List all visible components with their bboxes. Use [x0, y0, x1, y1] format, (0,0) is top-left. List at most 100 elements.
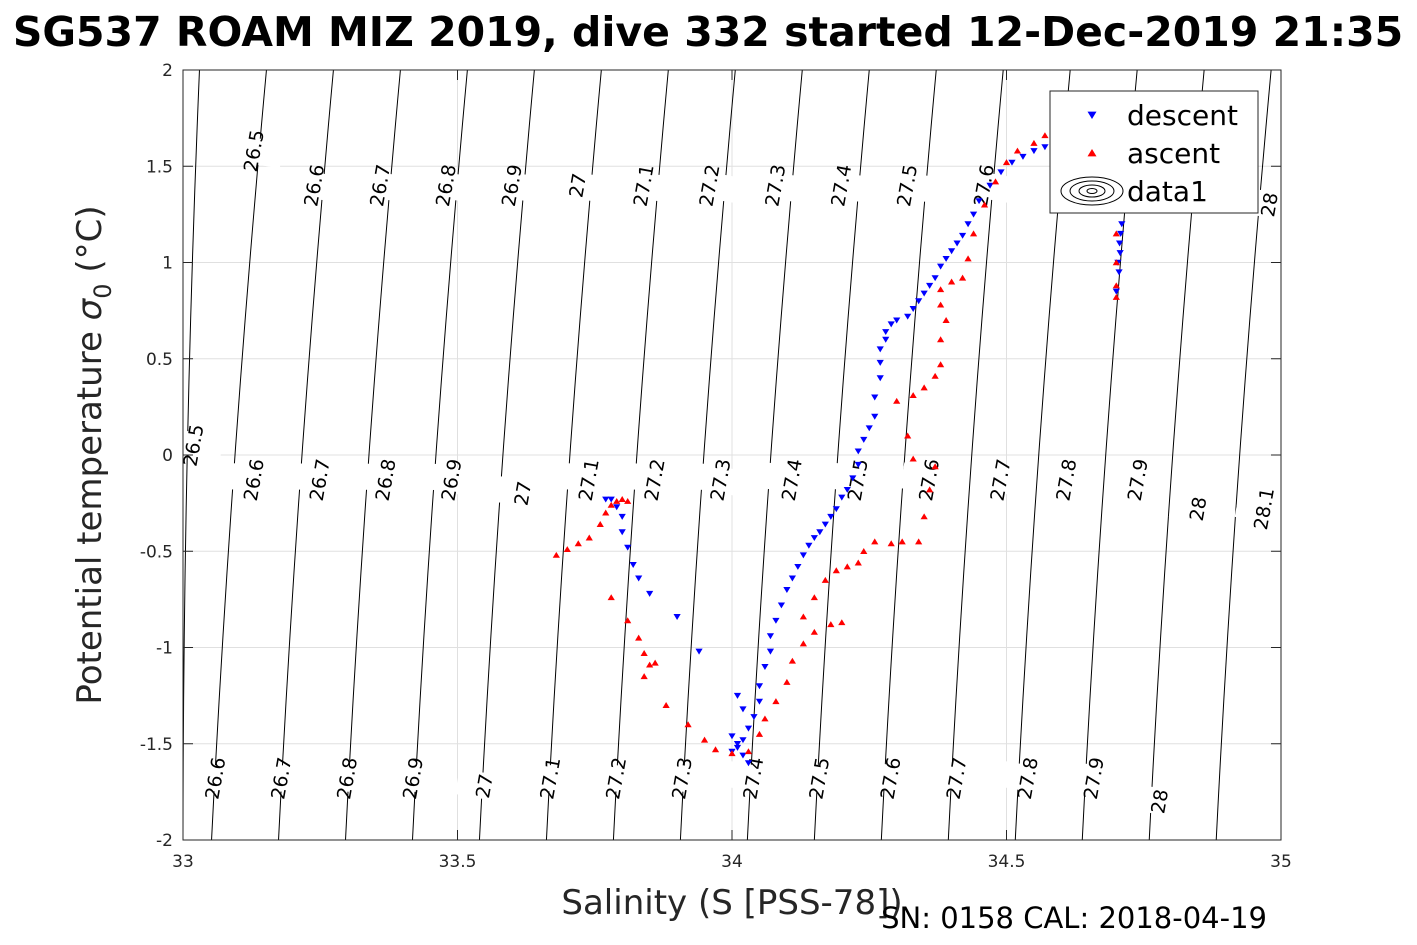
- descent-point: [1115, 240, 1124, 247]
- plot-clip-region: 26.526.6 26.7 26.8 26.9 27 27.1 27.2 27.3 27.4 27…: [183, 70, 1281, 840]
- ascent-point: [799, 613, 807, 620]
- isopycnal-label-background: [691, 462, 751, 498]
- isopycnal-label-background: [877, 167, 938, 204]
- isopycnal-label-background: [724, 760, 784, 797]
- y-axis-label: Potential temperature σ0 (°C): [70, 205, 117, 704]
- ascent-point: [860, 548, 868, 554]
- ascent-point: [602, 509, 610, 516]
- grid-lines: [183, 70, 1281, 840]
- legend-ascent-marker: [1087, 148, 1097, 157]
- ascent-point: [607, 594, 615, 601]
- descent-point: [788, 575, 796, 582]
- descent-point: [964, 221, 972, 228]
- y-tick-label: -0.5: [140, 542, 173, 562]
- descent-point: [1030, 148, 1038, 155]
- ascent-point: [755, 730, 764, 737]
- descent-point: [871, 413, 879, 420]
- ascent-point: [1112, 230, 1120, 237]
- ascent-point: [684, 721, 692, 728]
- descent-point: [871, 394, 879, 401]
- ascent-point: [937, 336, 945, 343]
- isopycnal-label-background: [383, 760, 444, 797]
- descent-point: [920, 290, 928, 297]
- chart-title: SG537 ROAM MIZ 2019, dive 332 started 12…: [13, 8, 1403, 56]
- descent-point: [893, 317, 901, 324]
- legend: descent ascent data1: [1049, 90, 1259, 214]
- descent-point: [1116, 250, 1124, 257]
- isopycnal-label-background: [861, 760, 922, 797]
- isopycnal-label-background: [746, 167, 806, 204]
- legend-label-data1: data1: [1127, 175, 1208, 208]
- x-tick-label: 33.5: [439, 852, 477, 872]
- descent-point: [953, 240, 961, 247]
- y-tick-label: 1: [162, 254, 173, 274]
- isopycnal-label: 28: [1147, 788, 1173, 816]
- y-tick-label: 0: [162, 446, 173, 466]
- isopycnal-label-background: [482, 167, 543, 204]
- contour-icon: [1060, 176, 1124, 206]
- isopycnal-label-background: [186, 760, 246, 797]
- descent-point: [969, 211, 978, 218]
- descent-point: [750, 714, 758, 721]
- descent-point: [602, 496, 610, 503]
- descent-point: [909, 306, 917, 312]
- y-axis-label-unit: (°C): [70, 205, 110, 283]
- ascent-point: [964, 255, 972, 262]
- descent-point: [624, 544, 632, 551]
- isopycnal-label-background: [811, 167, 872, 204]
- isopycnal-label-background: [1064, 760, 1125, 797]
- descent-point: [810, 535, 818, 542]
- isopycnal-line: [211, 70, 267, 840]
- y-axis-label-main: Potential temperature: [70, 320, 110, 704]
- descent-point: [728, 733, 736, 740]
- descent-point: [1019, 153, 1027, 160]
- descent-point: [744, 725, 753, 732]
- y-tick-label: 2: [162, 61, 173, 81]
- isopycnal-label-background: [520, 760, 581, 797]
- descent-point: [799, 552, 807, 559]
- descent-point: [1041, 144, 1049, 151]
- ascent-point: [920, 384, 928, 391]
- isopycnal-label-background: [1108, 462, 1169, 498]
- isopycnal-label: 27: [565, 172, 591, 200]
- x-tick-label: 34: [721, 852, 743, 872]
- descent-point: [618, 529, 626, 536]
- ascent-point: [920, 513, 928, 520]
- isopycnal-label-background: [652, 760, 713, 797]
- isopycnal-label-background: [493, 475, 554, 512]
- descent-point: [827, 513, 835, 520]
- descent-point: [607, 496, 615, 503]
- isopycnal-label-background: [548, 167, 609, 204]
- descent-point: [766, 633, 775, 640]
- x-tick-label: 35: [1270, 852, 1292, 872]
- ascent-point: [761, 715, 769, 722]
- isopycnal-label-background: [317, 760, 378, 797]
- isopycnal-label-background: [998, 760, 1059, 797]
- y-axis-label-sigma: σ: [70, 297, 110, 320]
- descent-point: [876, 359, 884, 366]
- descent-point: [761, 664, 769, 670]
- ascent-point: [893, 397, 901, 404]
- isopycnal-label-background: [614, 167, 674, 204]
- descent-point: [882, 329, 890, 336]
- ascent-point: [607, 501, 615, 508]
- descent-point: [733, 692, 742, 699]
- descent-point: [646, 590, 654, 597]
- x-tick-label: 33: [172, 852, 194, 872]
- isopycnal-label-background: [284, 167, 345, 204]
- ascent-point: [969, 230, 978, 237]
- ascent-point: [887, 540, 895, 547]
- isopycnal-label-background: [1234, 491, 1281, 527]
- descent-point: [695, 648, 703, 655]
- ascent-point: [618, 496, 626, 502]
- isopycnal-label-background: [1130, 783, 1191, 820]
- ascent-point: [937, 286, 945, 293]
- descent-point: [777, 602, 786, 609]
- descent-point: [832, 506, 840, 513]
- descent-point: [887, 321, 895, 328]
- ascent-point: [772, 698, 780, 705]
- ascent-point: [931, 372, 939, 379]
- ascent-point: [909, 455, 917, 462]
- ascent-point: [909, 392, 917, 399]
